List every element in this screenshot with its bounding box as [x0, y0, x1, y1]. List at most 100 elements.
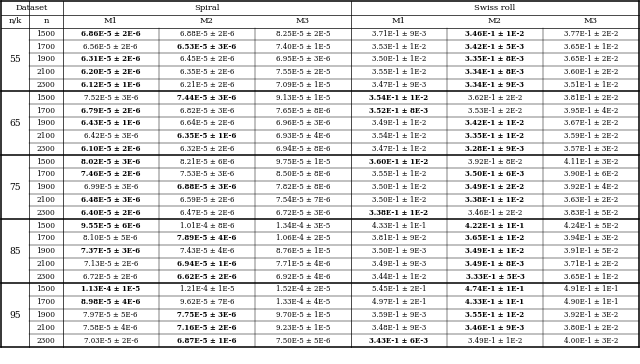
Text: 3.71E-1 ± 9E-3: 3.71E-1 ± 9E-3: [372, 30, 426, 38]
Text: 2300: 2300: [36, 81, 56, 89]
Text: 85: 85: [10, 247, 21, 256]
Text: 1500: 1500: [36, 158, 56, 166]
Text: 2100: 2100: [36, 132, 56, 140]
Text: 3.54E-1 ± 1E-2: 3.54E-1 ± 1E-2: [369, 94, 428, 102]
Text: 6.87E-5 ± 1E-6: 6.87E-5 ± 1E-6: [177, 337, 237, 345]
Text: 1500: 1500: [36, 94, 56, 102]
Text: 95: 95: [10, 310, 21, 320]
Text: 3.50E-1 ± 1E-2: 3.50E-1 ± 1E-2: [372, 196, 426, 204]
Text: 75: 75: [10, 183, 21, 192]
Text: 3.50E-1 ± 1E-2: 3.50E-1 ± 1E-2: [372, 55, 426, 63]
Text: 1700: 1700: [36, 43, 56, 51]
Text: 3.95E-1 ± 4E-2: 3.95E-1 ± 4E-2: [564, 107, 618, 115]
Text: 3.80E-1 ± 2E-2: 3.80E-1 ± 2E-2: [564, 324, 618, 332]
Text: 3.65E-1 ± 1E-2: 3.65E-1 ± 1E-2: [564, 273, 618, 281]
Text: 7.03E-5 ± 2E-6: 7.03E-5 ± 2E-6: [83, 337, 138, 345]
Text: 7.89E-5 ± 4E-6: 7.89E-5 ± 4E-6: [177, 234, 236, 242]
Text: 1.52E-4 ± 2E-5: 1.52E-4 ± 2E-5: [276, 285, 330, 293]
Text: 3.49E-1 ± 2E-2: 3.49E-1 ± 2E-2: [465, 183, 525, 191]
Text: 6.21E-5 ± 2E-6: 6.21E-5 ± 2E-6: [179, 81, 234, 89]
Text: 9.23E-5 ± 1E-5: 9.23E-5 ± 1E-5: [276, 324, 330, 332]
Text: 1.33E-4 ± 4E-5: 1.33E-4 ± 4E-5: [276, 298, 330, 306]
Text: 6.12E-5 ± 1E-6: 6.12E-5 ± 1E-6: [81, 81, 140, 89]
Text: M3: M3: [584, 17, 598, 25]
Text: 6.96E-5 ± 3E-6: 6.96E-5 ± 3E-6: [276, 119, 330, 127]
Text: 7.46E-5 ± 2E-6: 7.46E-5 ± 2E-6: [81, 170, 140, 178]
Text: 6.99E-5 ± 3E-6: 6.99E-5 ± 3E-6: [83, 183, 138, 191]
Text: 8.25E-5 ± 2E-5: 8.25E-5 ± 2E-5: [276, 30, 330, 38]
Text: 3.28E-1 ± 9E-3: 3.28E-1 ± 9E-3: [465, 145, 524, 153]
Text: 6.72E-5 ± 2E-6: 6.72E-5 ± 2E-6: [83, 273, 138, 281]
Text: 1900: 1900: [36, 183, 56, 191]
Text: 3.50E-1 ± 6E-3: 3.50E-1 ± 6E-3: [465, 170, 525, 178]
Text: 7.55E-5 ± 2E-5: 7.55E-5 ± 2E-5: [276, 68, 330, 76]
Text: M2: M2: [488, 17, 502, 25]
Text: Swiss roll: Swiss roll: [474, 4, 516, 12]
Text: 2100: 2100: [36, 324, 56, 332]
Text: M1: M1: [392, 17, 406, 25]
Text: 3.49E-1 ± 1E-2: 3.49E-1 ± 1E-2: [372, 119, 426, 127]
Text: 3.44E-1 ± 1E-2: 3.44E-1 ± 1E-2: [372, 273, 426, 281]
Text: 3.42E-1 ± 1E-2: 3.42E-1 ± 1E-2: [465, 119, 525, 127]
Text: 6.72E-5 ± 3E-6: 6.72E-5 ± 3E-6: [276, 209, 330, 217]
Text: 3.91E-1 ± 5E-2: 3.91E-1 ± 5E-2: [564, 247, 618, 255]
Text: 1.06E-4 ± 2E-5: 1.06E-4 ± 2E-5: [276, 234, 330, 242]
Text: n/k: n/k: [8, 17, 22, 25]
Text: 3.92E-1 ± 4E-2: 3.92E-1 ± 4E-2: [564, 183, 618, 191]
Text: 6.47E-5 ± 2E-6: 6.47E-5 ± 2E-6: [179, 209, 234, 217]
Text: 8.98E-5 ± 4E-6: 8.98E-5 ± 4E-6: [81, 298, 140, 306]
Text: 3.94E-1 ± 3E-2: 3.94E-1 ± 3E-2: [564, 234, 618, 242]
Text: 6.62E-5 ± 2E-6: 6.62E-5 ± 2E-6: [177, 273, 237, 281]
Text: 3.54E-1 ± 1E-2: 3.54E-1 ± 1E-2: [372, 132, 426, 140]
Text: 1700: 1700: [36, 170, 56, 178]
Text: 3.38E-1 ± 1E-2: 3.38E-1 ± 1E-2: [465, 196, 524, 204]
Text: 1900: 1900: [36, 311, 56, 319]
Text: 1500: 1500: [36, 30, 56, 38]
Text: 3.92E-1 ± 8E-2: 3.92E-1 ± 8E-2: [468, 158, 522, 166]
Text: 4.11E-1 ± 3E-2: 4.11E-1 ± 3E-2: [564, 158, 618, 166]
Text: 9.75E-5 ± 1E-5: 9.75E-5 ± 1E-5: [276, 158, 330, 166]
Text: 3.49E-1 ± 8E-3: 3.49E-1 ± 8E-3: [465, 260, 524, 268]
Text: 1700: 1700: [36, 298, 56, 306]
Text: 6.88E-5 ± 3E-6: 6.88E-5 ± 3E-6: [177, 183, 236, 191]
Text: 6.93E-5 ± 4E-6: 6.93E-5 ± 4E-6: [276, 132, 330, 140]
Text: 6.32E-5 ± 2E-6: 6.32E-5 ± 2E-6: [180, 145, 234, 153]
Text: 3.50E-1 ± 1E-2: 3.50E-1 ± 1E-2: [372, 183, 426, 191]
Text: 3.83E-1 ± 5E-2: 3.83E-1 ± 5E-2: [564, 209, 618, 217]
Text: 3.55E-1 ± 1E-2: 3.55E-1 ± 1E-2: [372, 68, 426, 76]
Text: 6.10E-5 ± 2E-6: 6.10E-5 ± 2E-6: [81, 145, 140, 153]
Text: 3.77E-1 ± 2E-2: 3.77E-1 ± 2E-2: [564, 30, 618, 38]
Text: 7.50E-5 ± 5E-6: 7.50E-5 ± 5E-6: [276, 337, 330, 345]
Text: 3.57E-1 ± 3E-2: 3.57E-1 ± 3E-2: [564, 145, 618, 153]
Text: 1900: 1900: [36, 55, 56, 63]
Text: 7.82E-5 ± 8E-6: 7.82E-5 ± 8E-6: [276, 183, 330, 191]
Text: 8.21E-5 ± 6E-6: 8.21E-5 ± 6E-6: [179, 158, 234, 166]
Text: M1: M1: [104, 17, 118, 25]
Text: 3.34E-1 ± 9E-3: 3.34E-1 ± 9E-3: [465, 81, 524, 89]
Text: 3.59E-1 ± 9E-3: 3.59E-1 ± 9E-3: [372, 311, 426, 319]
Text: 6.82E-5 ± 3E-6: 6.82E-5 ± 3E-6: [180, 107, 234, 115]
Text: 6.43E-5 ± 1E-6: 6.43E-5 ± 1E-6: [81, 119, 140, 127]
Text: 2300: 2300: [36, 209, 56, 217]
Text: 4.74E-1 ± 1E-1: 4.74E-1 ± 1E-1: [465, 285, 525, 293]
Text: 6.40E-5 ± 2E-6: 6.40E-5 ± 2E-6: [81, 209, 140, 217]
Text: 1.21E-4 ± 1E-5: 1.21E-4 ± 1E-5: [179, 285, 234, 293]
Text: 7.44E-5 ± 3E-6: 7.44E-5 ± 3E-6: [177, 94, 236, 102]
Text: 6.92E-5 ± 4E-6: 6.92E-5 ± 4E-6: [276, 273, 330, 281]
Text: 7.43E-5 ± 4E-6: 7.43E-5 ± 4E-6: [180, 247, 234, 255]
Text: 3.35E-1 ± 1E-2: 3.35E-1 ± 1E-2: [465, 132, 524, 140]
Text: 3.62E-1 ± 2E-2: 3.62E-1 ± 2E-2: [468, 94, 522, 102]
Text: 3.60E-1 ± 1E-2: 3.60E-1 ± 1E-2: [369, 158, 429, 166]
Text: 4.97E-1 ± 2E-1: 4.97E-1 ± 2E-1: [372, 298, 426, 306]
Text: 4.22E-1 ± 1E-1: 4.22E-1 ± 1E-1: [465, 222, 525, 230]
Text: 6.95E-5 ± 3E-6: 6.95E-5 ± 3E-6: [276, 55, 330, 63]
Text: 6.56E-5 ± 2E-6: 6.56E-5 ± 2E-6: [83, 43, 138, 51]
Text: 2300: 2300: [36, 337, 56, 345]
Text: 2100: 2100: [36, 260, 56, 268]
Text: 1.01E-4 ± 8E-6: 1.01E-4 ± 8E-6: [179, 222, 234, 230]
Text: 7.40E-5 ± 1E-5: 7.40E-5 ± 1E-5: [276, 43, 330, 51]
Text: 7.52E-5 ± 3E-6: 7.52E-5 ± 3E-6: [83, 94, 138, 102]
Text: 3.67E-1 ± 2E-2: 3.67E-1 ± 2E-2: [564, 119, 618, 127]
Text: 6.94E-5 ± 1E-6: 6.94E-5 ± 1E-6: [177, 260, 237, 268]
Text: 1500: 1500: [36, 285, 56, 293]
